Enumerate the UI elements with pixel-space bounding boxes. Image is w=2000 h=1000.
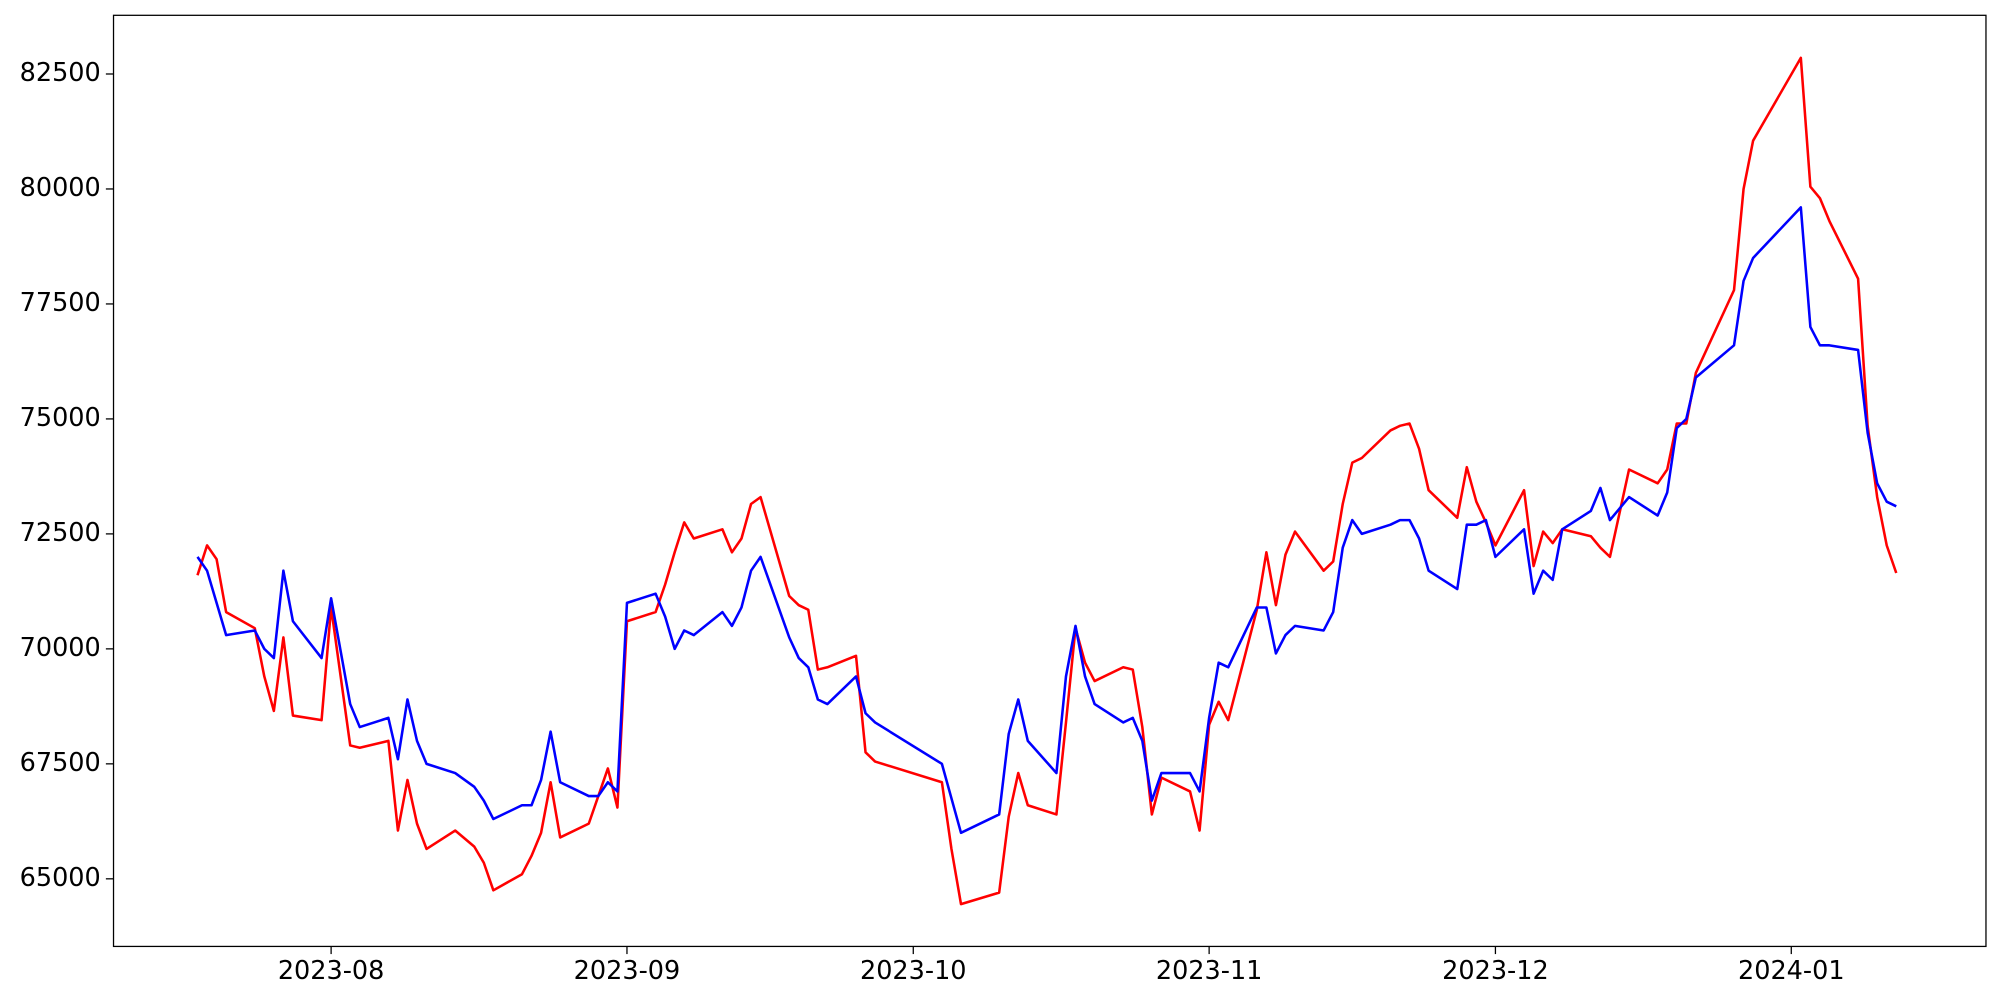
y-tick-label: 80000 bbox=[20, 173, 101, 203]
x-tick-label: 2023-09 bbox=[574, 956, 681, 986]
series-line bbox=[196, 56, 1898, 906]
plot-frame bbox=[112, 14, 1987, 948]
x-tick-label: 2024-01 bbox=[1738, 956, 1845, 986]
y-tick-label: 65000 bbox=[20, 863, 101, 893]
x-tick-label: 2023-08 bbox=[278, 956, 385, 986]
y-tick-label: 82500 bbox=[20, 58, 101, 88]
y-tick-label: 67500 bbox=[20, 748, 101, 778]
y-tick-label: 77500 bbox=[20, 288, 101, 318]
series-line bbox=[196, 206, 1897, 835]
x-tick-label: 2023-11 bbox=[1156, 956, 1263, 986]
y-tick-label: 72500 bbox=[20, 518, 101, 548]
y-tick-label: 75000 bbox=[20, 403, 101, 433]
x-tick-label: 2023-12 bbox=[1442, 956, 1549, 986]
y-tick-label: 70000 bbox=[20, 633, 101, 663]
x-tick-label: 2023-10 bbox=[860, 956, 967, 986]
